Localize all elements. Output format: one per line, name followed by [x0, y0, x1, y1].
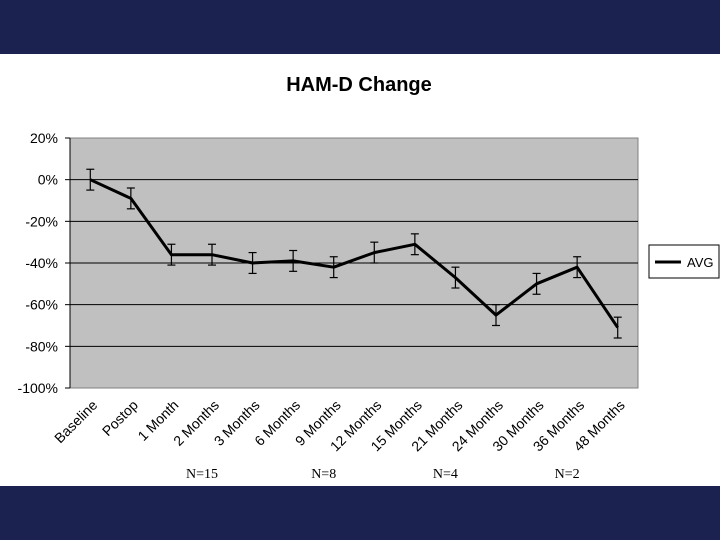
legend: AVG — [648, 244, 720, 279]
y-tick-label: -40% — [25, 255, 58, 271]
legend-label-avg: AVG — [687, 255, 714, 270]
chart-title: HAM-D Change — [286, 74, 432, 96]
sample-size-label: N=8 — [311, 467, 337, 482]
sample-size-label: N=4 — [432, 467, 458, 482]
sample-size-label: N=15 — [185, 467, 219, 482]
sample-size-label: N=2 — [554, 467, 580, 482]
y-tick-label: -80% — [25, 338, 58, 354]
top-banner — [0, 0, 720, 54]
error-bars — [86, 168, 622, 339]
gridlines — [70, 179, 638, 347]
error-bar — [86, 168, 95, 191]
y-tick-label: -100% — [18, 380, 58, 396]
y-tick-label: -60% — [25, 297, 58, 313]
y-tick-label: 20% — [30, 130, 58, 146]
y-tick-label: -20% — [25, 213, 58, 229]
y-axis: 20% 0% -20% -40% -60% -80% -100% — [18, 130, 71, 396]
x-tick-label: Baseline — [51, 397, 100, 446]
bottom-banner — [0, 486, 720, 540]
y-tick-label: 0% — [38, 172, 58, 188]
series-line-avg — [89, 178, 619, 329]
